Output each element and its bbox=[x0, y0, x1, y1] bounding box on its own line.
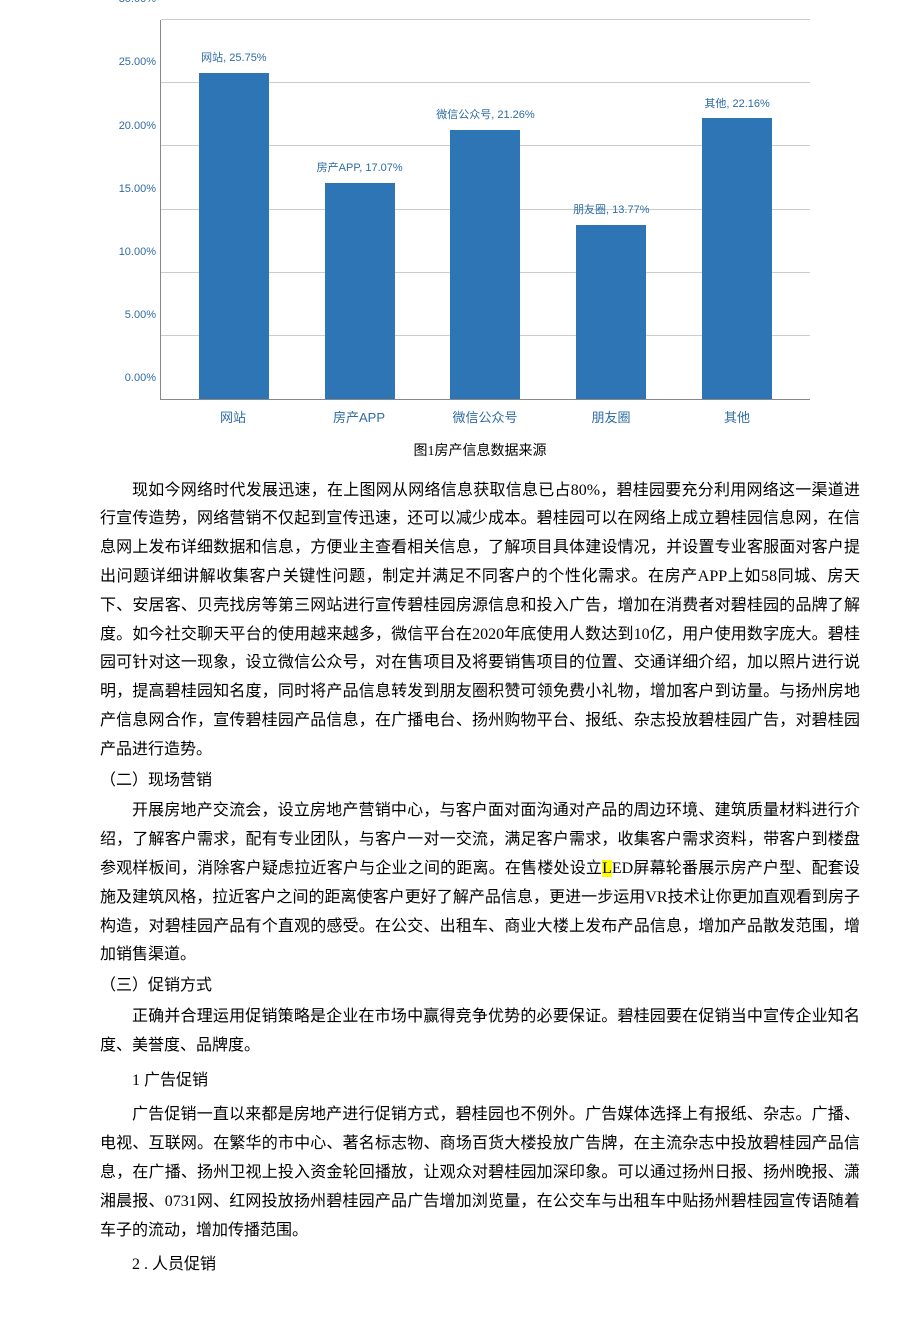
y-tick-label: 5.00% bbox=[106, 306, 156, 326]
y-tick-label: 10.00% bbox=[106, 243, 156, 263]
bar bbox=[450, 130, 520, 399]
bar-slot: 房产APP, 17.07% bbox=[315, 183, 405, 399]
y-tick-label: 0.00% bbox=[106, 369, 156, 389]
x-tick-label: 网站 bbox=[188, 406, 278, 429]
bar bbox=[576, 225, 646, 399]
chart-container: 0.00%5.00%10.00%15.00%20.00%25.00%30.00%… bbox=[110, 20, 810, 429]
bar-slot: 微信公众号, 21.26% bbox=[440, 130, 530, 399]
paragraph-3: 正确并合理运用促销策略是企业在市场中赢得竞争优势的必要保证。碧桂园要在促销当中宣… bbox=[100, 1003, 860, 1061]
highlight-l: L bbox=[602, 860, 612, 877]
y-tick-label: 25.00% bbox=[106, 53, 156, 73]
bar-value-label: 朋友圈, 13.77% bbox=[573, 201, 649, 221]
bar bbox=[199, 73, 269, 399]
sub-head-1: 1 广告促销 bbox=[100, 1067, 860, 1096]
bar bbox=[325, 183, 395, 399]
bar-chart: 0.00%5.00%10.00%15.00%20.00%25.00%30.00%… bbox=[160, 20, 810, 400]
paragraph-1: 现如今网络时代发展迅速，在上图网从网络信息获取信息已占80%，碧桂园要充分利用网… bbox=[100, 477, 860, 765]
y-tick-label: 30.00% bbox=[106, 0, 156, 10]
bar-slot: 朋友圈, 13.77% bbox=[566, 225, 656, 399]
section-head-3: （三）促销方式 bbox=[100, 972, 860, 1001]
x-tick-label: 房产APP bbox=[314, 406, 404, 429]
x-tick-label: 其他 bbox=[692, 406, 782, 429]
x-tick-label: 朋友圈 bbox=[566, 406, 656, 429]
x-tick-label: 微信公众号 bbox=[440, 406, 530, 429]
bar-slot: 网站, 25.75% bbox=[189, 73, 279, 399]
paragraph-4: 广告促销一直以来都是房地产进行促销方式，碧桂园也不例外。广告媒体选择上有报纸、杂… bbox=[100, 1101, 860, 1245]
bar-value-label: 房产APP, 17.07% bbox=[317, 159, 403, 179]
bar-value-label: 微信公众号, 21.26% bbox=[436, 106, 534, 126]
paragraph-2: 开展房地产交流会，设立房地产营销中心，与客户面对面沟通对产品的周边环境、建筑质量… bbox=[100, 797, 860, 970]
bars-group: 网站, 25.75% 房产APP, 17.07% 微信公众号, 21.26% 朋友圈,… bbox=[161, 20, 810, 399]
bar-value-label: 其他, 22.16% bbox=[704, 95, 769, 115]
bar bbox=[702, 118, 772, 399]
section-head-2: （二）现场营销 bbox=[100, 767, 860, 796]
bar-slot: 其他, 22.16% bbox=[692, 118, 782, 399]
x-axis: 网站 房产APP 微信公众号 朋友圈 其他 bbox=[160, 400, 810, 429]
y-tick-label: 20.00% bbox=[106, 117, 156, 137]
bar-value-label: 网站, 25.75% bbox=[201, 49, 266, 69]
sub-head-2: 2 . 人员促销 bbox=[100, 1251, 860, 1280]
chart-caption: 图1房产信息数据来源 bbox=[100, 439, 860, 464]
y-tick-label: 15.00% bbox=[106, 180, 156, 200]
